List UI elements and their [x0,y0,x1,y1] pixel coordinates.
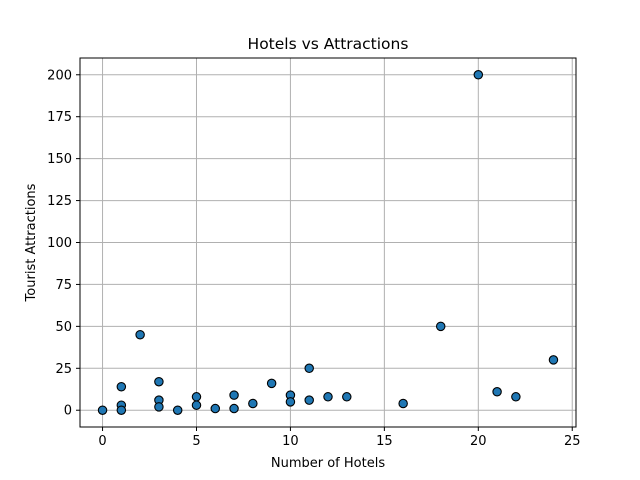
scatter-point [229,390,239,400]
x-tick-label: 5 [192,434,200,449]
scatter-point [191,392,202,402]
y-axis-ticks: 0 25 50 75 100 125 150 175 200 [47,68,80,419]
scatter-point [116,405,127,415]
grid-lines [80,58,576,427]
y-tick-label: 200 [47,68,72,83]
y-tick-label: 25 [55,362,72,377]
scatter-points [97,70,559,415]
chart-title: Hotels vs Attractions [248,35,409,53]
x-tick-label: 15 [376,434,393,449]
y-tick-label: 0 [64,404,72,419]
scatter-point [285,397,296,407]
x-tick-label: 0 [98,434,106,449]
y-tick-label: 75 [55,278,72,293]
scatter-point [473,70,484,80]
scatter-point [116,381,127,392]
scatter-point [97,405,108,415]
scatter-point [435,321,446,332]
x-tick-label: 20 [470,434,487,449]
y-tick-label: 100 [47,236,72,251]
scatter-point [342,392,352,402]
y-tick-label: 50 [55,320,72,335]
scatter-point [266,378,277,389]
y-tick-label: 150 [47,152,72,167]
scatter-point [304,395,314,405]
y-tick-label: 175 [47,110,72,125]
scatter-point [548,355,559,365]
y-tick-label: 125 [47,194,72,209]
scatter-point [191,400,202,410]
scatter-point [323,392,333,402]
x-tick-label: 25 [564,434,581,449]
scatter-point [154,402,164,412]
scatter-point [492,387,502,397]
scatter-point [210,403,221,414]
x-tick-label: 10 [282,434,299,449]
x-axis-label: Number of Hotels [271,456,385,471]
scatter-point [229,403,239,414]
scatter-point [398,398,408,409]
scatter-point [172,405,183,415]
scatter-point [511,392,521,402]
scatter-point [304,363,314,374]
scatter-point [248,398,258,409]
scatter-point [154,376,164,387]
y-axis-label: Tourist Attractions [24,183,39,302]
x-axis-ticks: 0 5 10 15 20 25 [98,427,581,449]
scatter-point [135,329,145,340]
